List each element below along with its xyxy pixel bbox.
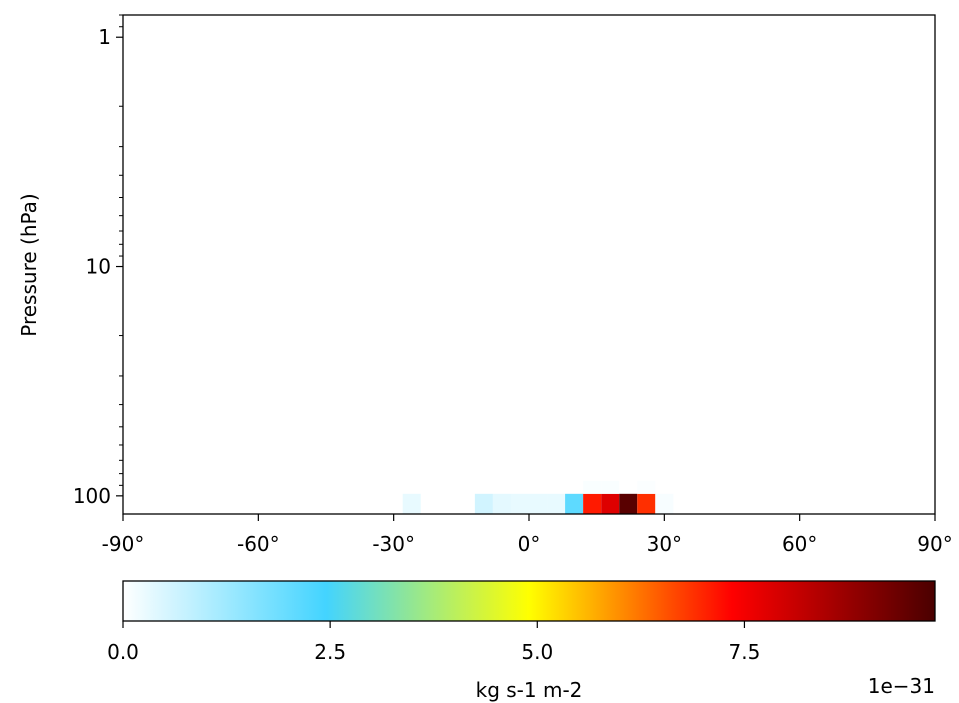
heatmap-cell <box>474 493 493 514</box>
colorbar <box>122 580 936 622</box>
y-axis: 1 10 100 <box>73 14 123 508</box>
x-tick-label: 30° <box>647 532 682 556</box>
heatmap-cell <box>637 480 656 494</box>
heatmap-cell <box>583 493 602 514</box>
heatmap-cell <box>601 493 620 514</box>
y-tick-label: 10 <box>86 255 111 279</box>
colorbar-tick-label: 2.5 <box>314 640 346 664</box>
colorbar-label: kg s-1 m-2 <box>476 678 583 702</box>
colorbar-ticks: 0.0 2.5 5.0 7.5 <box>107 621 760 664</box>
plot-area <box>122 14 936 515</box>
y-tick-label: 1 <box>98 25 111 49</box>
x-tick-label: -90° <box>102 532 145 556</box>
colorbar-tick-label: 0.0 <box>107 640 139 664</box>
x-tick-label: 60° <box>782 532 817 556</box>
colorbar-tick-label: 7.5 <box>729 640 761 664</box>
colorbar-tick-label: 5.0 <box>521 640 553 664</box>
colorbar-offset-label: 1e−31 <box>868 674 935 698</box>
x-tick-label: 0° <box>518 532 541 556</box>
heatmap-cell <box>583 480 602 494</box>
x-axis: -90° -60° -30° 0° 30° 60° 90° <box>102 514 953 556</box>
heatmap-cell <box>492 493 511 514</box>
heatmap-cell <box>510 493 529 514</box>
y-tick-label: 100 <box>73 484 111 508</box>
heatmap-cell <box>547 493 566 514</box>
y-axis-label: Pressure (hPa) <box>17 193 41 336</box>
x-tick-label: 90° <box>917 532 952 556</box>
heatmap-cell <box>655 493 674 514</box>
x-tick-label: -30° <box>372 532 415 556</box>
heatmap-cell <box>619 493 638 514</box>
heatmap-cell <box>565 493 584 514</box>
heatmap-cell <box>402 493 421 514</box>
heatmap-cell <box>529 493 548 514</box>
heatmap-cell <box>637 493 656 514</box>
x-tick-label: -60° <box>237 532 280 556</box>
heatmap-cell <box>601 480 620 494</box>
heatmap-cells <box>402 480 674 514</box>
